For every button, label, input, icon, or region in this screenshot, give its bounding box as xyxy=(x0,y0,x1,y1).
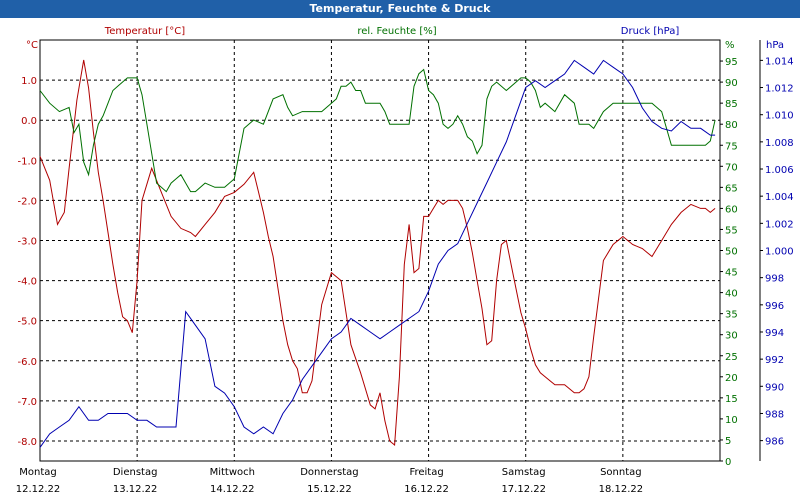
y-tick-label-pressure: 1.010 xyxy=(765,111,794,122)
y-tick-label-pressure: 998 xyxy=(765,274,784,285)
y-tick-label-temperature: -8.0 xyxy=(17,437,37,448)
y-tick-label-humidity: 25 xyxy=(725,352,738,363)
y-tick-label-pressure: 990 xyxy=(765,382,784,393)
y-tick-label-humidity: 45 xyxy=(725,268,738,279)
y-tick-label-pressure: 1.012 xyxy=(765,84,794,95)
series-line-pressure xyxy=(39,59,716,448)
x-tick-label-date: 14.12.22 xyxy=(210,484,255,495)
x-tick-label-date: 17.12.22 xyxy=(501,484,546,495)
y-tick-label-pressure: 996 xyxy=(765,301,784,312)
y-tick-label-humidity: 60 xyxy=(725,204,738,215)
y-axis-unit-humidity: % xyxy=(725,40,735,51)
y-tick-label-humidity: 70 xyxy=(725,162,738,173)
y-tick-label-humidity: 10 xyxy=(725,415,738,426)
legend-label: Temperatur [°C] xyxy=(104,26,185,37)
y-tick-label-pressure: 1.004 xyxy=(765,192,794,203)
x-tick-label-day: Sonntag xyxy=(600,467,642,478)
y-tick-label-pressure: 1.008 xyxy=(765,138,794,149)
x-tick-label-day: Donnerstag xyxy=(300,467,358,478)
y-tick-label-pressure: 986 xyxy=(765,437,784,448)
y-tick-label-temperature: -5.0 xyxy=(17,317,37,328)
y-tick-label-humidity: 75 xyxy=(725,141,738,152)
y-tick-label-pressure: 1.000 xyxy=(765,247,794,258)
y-tick-label-pressure: 1.006 xyxy=(765,165,794,176)
y-tick-label-temperature: -1.0 xyxy=(17,156,37,167)
x-tick-label-date: 12.12.22 xyxy=(16,484,61,495)
x-tick-label-day: Montag xyxy=(19,467,56,478)
y-tick-label-temperature: 1.0 xyxy=(21,76,37,87)
series-line-humidity xyxy=(39,68,716,193)
x-tick-label-day: Freitag xyxy=(409,467,443,478)
y-tick-label-humidity: 50 xyxy=(725,247,738,258)
y-tick-label-humidity: 90 xyxy=(725,78,738,89)
y-axis-unit-pressure: hPa xyxy=(766,40,784,51)
x-tick-label-date: 15.12.22 xyxy=(307,484,352,495)
x-tick-label-day: Mittwoch xyxy=(210,467,255,478)
y-tick-label-humidity: 15 xyxy=(725,394,738,405)
y-tick-label-temperature: -2.0 xyxy=(17,196,37,207)
y-tick-label-humidity: 5 xyxy=(725,436,731,447)
y-tick-label-humidity: 80 xyxy=(725,120,738,131)
chart-title: Temperatur, Feuchte & Druck xyxy=(0,0,800,18)
y-tick-label-pressure: 992 xyxy=(765,355,784,366)
y-tick-label-humidity: 95 xyxy=(725,57,738,68)
series-line-temperature xyxy=(39,59,716,446)
x-tick-label-date: 16.12.22 xyxy=(404,484,449,495)
y-tick-label-temperature: -6.0 xyxy=(17,357,37,368)
y-tick-label-humidity: 20 xyxy=(725,373,738,384)
legend-label: Druck [hPa] xyxy=(621,26,680,37)
y-axis-unit-temperature: °C xyxy=(26,40,38,51)
y-tick-label-pressure: 1.014 xyxy=(765,56,794,67)
x-tick-label-date: 13.12.22 xyxy=(113,484,158,495)
legend-label: rel. Feuchte [%] xyxy=(357,26,436,37)
y-tick-label-humidity: 30 xyxy=(725,331,738,342)
x-tick-label-day: Samstag xyxy=(502,467,546,478)
y-tick-label-temperature: -3.0 xyxy=(17,236,37,247)
y-tick-label-humidity: 65 xyxy=(725,183,738,194)
y-tick-label-pressure: 1.002 xyxy=(765,219,794,230)
y-tick-label-humidity: 35 xyxy=(725,310,738,321)
x-tick-label-date: 18.12.22 xyxy=(599,484,644,495)
y-tick-label-temperature: -7.0 xyxy=(17,397,37,408)
y-tick-label-humidity: 0 xyxy=(725,457,731,468)
y-tick-label-humidity: 40 xyxy=(725,289,738,300)
y-tick-label-pressure: 988 xyxy=(765,409,784,420)
y-tick-label-temperature: -4.0 xyxy=(17,277,37,288)
y-tick-label-pressure: 994 xyxy=(765,328,784,339)
y-tick-label-humidity: 85 xyxy=(725,99,738,110)
x-tick-label-day: Dienstag xyxy=(113,467,158,478)
y-tick-label-temperature: 0.0 xyxy=(21,116,37,127)
y-tick-label-humidity: 55 xyxy=(725,225,738,236)
